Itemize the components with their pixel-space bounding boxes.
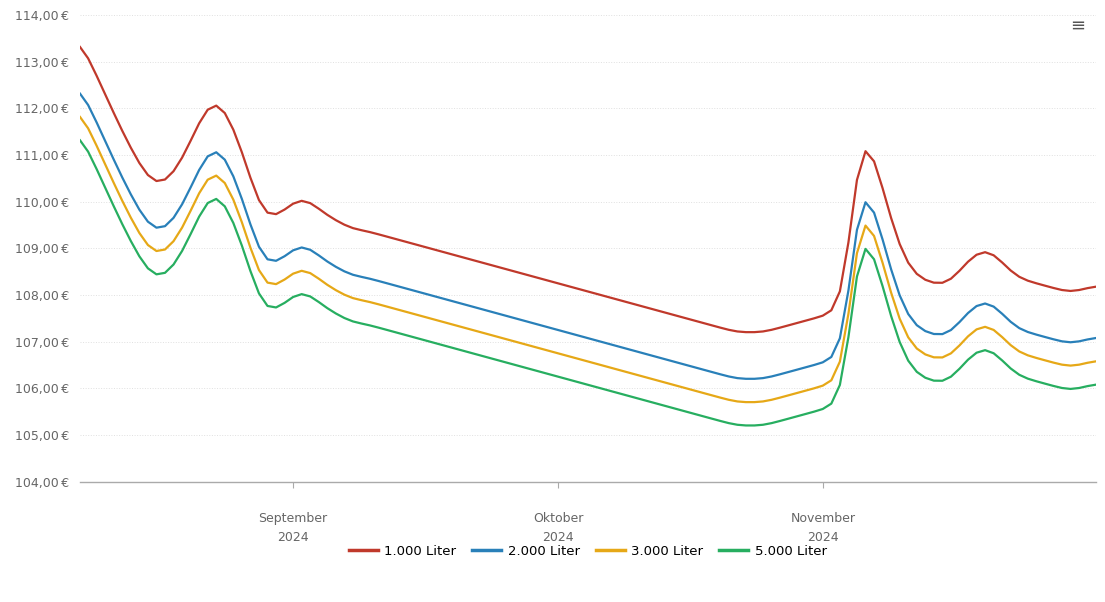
5.000 Liter [739,422,753,429]
1.000 Liter [782,321,796,329]
1.000 Liter [636,303,650,310]
1.000 Liter [1090,283,1103,290]
1.000 Liter [1064,287,1077,294]
3.000 Liter [739,399,753,406]
3.000 Liter [1090,358,1103,365]
1.000 Liter [346,225,359,232]
Line: 5.000 Liter: 5.000 Liter [80,140,1096,426]
2.000 Liter [286,247,299,254]
5.000 Liter [1064,385,1077,393]
2.000 Liter [73,89,86,96]
1.000 Liter [286,200,299,207]
2.000 Liter [1064,339,1077,346]
Text: September
2024: September 2024 [259,512,328,544]
2.000 Liter [739,375,753,382]
5.000 Liter [636,396,650,403]
2.000 Liter [636,350,650,357]
3.000 Liter [884,289,897,296]
5.000 Liter [782,415,796,422]
5.000 Liter [884,312,897,320]
2.000 Liter [782,368,796,376]
3.000 Liter [636,373,650,380]
3.000 Liter [286,270,299,278]
5.000 Liter [286,293,299,300]
2.000 Liter [346,271,359,278]
5.000 Liter [73,136,86,143]
3.000 Liter [1064,362,1077,369]
Line: 1.000 Liter: 1.000 Liter [80,46,1096,332]
Legend: 1.000 Liter, 2.000 Liter, 3.000 Liter, 5.000 Liter: 1.000 Liter, 2.000 Liter, 3.000 Liter, 5… [344,539,832,563]
3.000 Liter [73,113,86,120]
3.000 Liter [346,294,359,302]
3.000 Liter [782,392,796,399]
Line: 2.000 Liter: 2.000 Liter [80,93,1096,379]
2.000 Liter [884,265,897,273]
Text: ≡: ≡ [1070,17,1085,35]
Text: November
2024: November 2024 [790,512,855,544]
1.000 Liter [73,43,86,50]
Text: Oktober
2024: Oktober 2024 [533,512,583,544]
Line: 3.000 Liter: 3.000 Liter [80,116,1096,402]
5.000 Liter [1090,381,1103,388]
2.000 Liter [1090,334,1103,341]
1.000 Liter [884,214,897,222]
1.000 Liter [739,329,753,336]
5.000 Liter [346,318,359,325]
